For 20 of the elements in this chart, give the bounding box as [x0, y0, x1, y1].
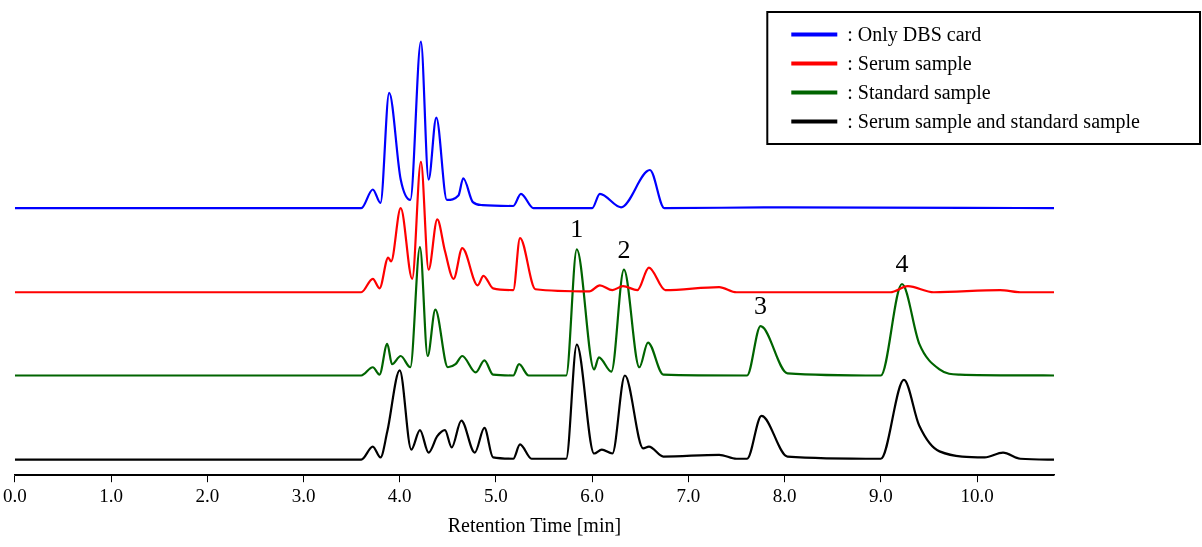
annotation: 1 [570, 214, 584, 244]
x-tick-label: 0.0 [3, 484, 27, 506]
annotation: 2 [617, 234, 631, 264]
x-tick-label: 5.0 [484, 484, 508, 506]
x-tick-label: 10.0 [960, 484, 994, 506]
legend-label: : Serum sample [847, 51, 972, 75]
x-axis-title: Retention Time [min] [447, 514, 622, 537]
annotation: 4 [895, 248, 909, 278]
x-tick-label: 1.0 [99, 484, 123, 506]
x-tick-label: 9.0 [868, 484, 893, 506]
x-tick-label: 7.0 [676, 484, 701, 506]
x-tick-label: 3.0 [291, 484, 316, 506]
x-tick-label: 4.0 [387, 484, 412, 506]
annotation: 3 [754, 290, 768, 320]
legend-label: : Only DBS card [847, 22, 982, 46]
x-tick-label: 6.0 [580, 484, 605, 506]
legend-label: : Standard sample [847, 80, 991, 104]
x-tick-label: 8.0 [772, 484, 797, 506]
x-tick-label: 2.0 [195, 484, 220, 506]
legend-label: : Serum sample and standard sample [847, 109, 1141, 133]
